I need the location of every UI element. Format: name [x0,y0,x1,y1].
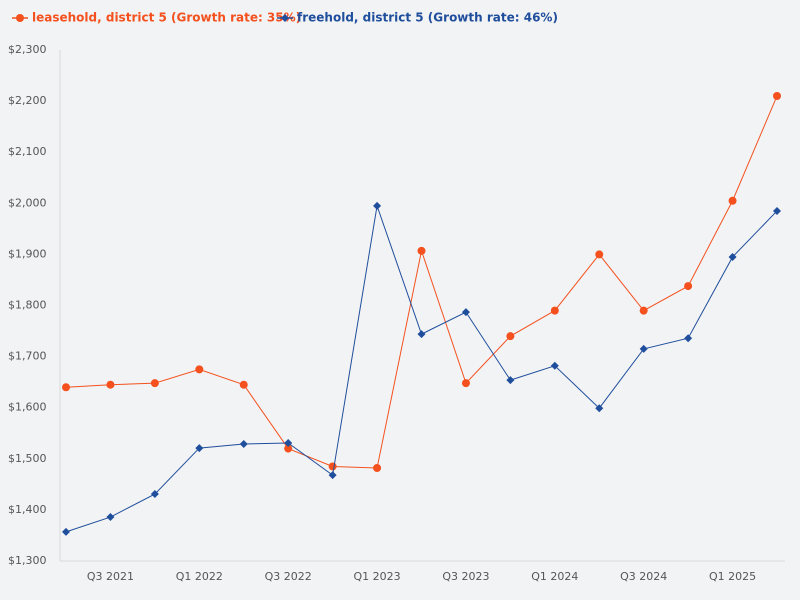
data-point [550,306,559,315]
data-point [550,361,559,370]
y-tick-label: $2,300 [8,43,47,56]
x-tick-label: Q3 2024 [620,570,667,583]
x-tick-label: Q3 2021 [87,570,134,583]
x-tick-label: Q3 2023 [442,570,489,583]
data-point [328,462,337,471]
data-point [728,252,737,261]
y-tick-label: $1,800 [8,299,47,312]
data-point [461,379,470,388]
data-point [239,439,248,448]
data-point [373,201,382,210]
data-point [150,490,159,499]
legend-swatch [281,14,289,22]
x-tick-label: Q1 2025 [709,570,756,583]
data-point [773,206,781,215]
data-point [595,404,604,413]
y-tick-label: $2,200 [8,94,47,107]
data-point [639,344,648,353]
series-line [65,95,778,469]
y-tick-label: $1,400 [8,503,47,516]
legend-swatch [16,14,24,22]
data-point [639,306,648,315]
data-point [417,330,426,339]
y-tick-label: $1,700 [8,350,47,363]
y-tick-label: $1,900 [8,247,47,260]
x-tick-label: Q3 2022 [265,570,312,583]
data-point [239,380,248,389]
data-point [773,91,781,100]
data-point [373,463,382,472]
x-tick-label: Q1 2024 [531,570,578,583]
legend-label[interactable]: leasehold, district 5 (Growth rate: 35%) [32,11,301,25]
y-tick-label: $1,600 [8,401,47,414]
data-point [461,308,470,317]
data-point [195,444,204,453]
x-tick-label: Q1 2023 [353,570,400,583]
data-point [728,196,737,205]
y-tick-label: $1,500 [8,452,47,465]
y-tick-label: $1,300 [8,554,47,567]
data-point [106,380,115,389]
legend-label[interactable]: freehold, district 5 (Growth rate: 46%) [297,11,558,25]
x-tick-label: Q1 2022 [176,570,223,583]
data-point [328,471,337,480]
data-point [684,282,693,291]
y-tick-label: $2,100 [8,145,47,158]
data-point [284,444,293,453]
y-tick-label: $2,000 [8,196,47,209]
data-point [595,250,604,259]
data-point [62,527,70,536]
data-point [62,383,70,392]
data-point [506,332,515,341]
data-point [684,334,693,343]
data-point [506,376,515,385]
data-point [417,246,426,255]
data-point [106,513,115,522]
data-point [284,438,293,447]
data-point [150,379,159,388]
data-point [195,365,204,374]
